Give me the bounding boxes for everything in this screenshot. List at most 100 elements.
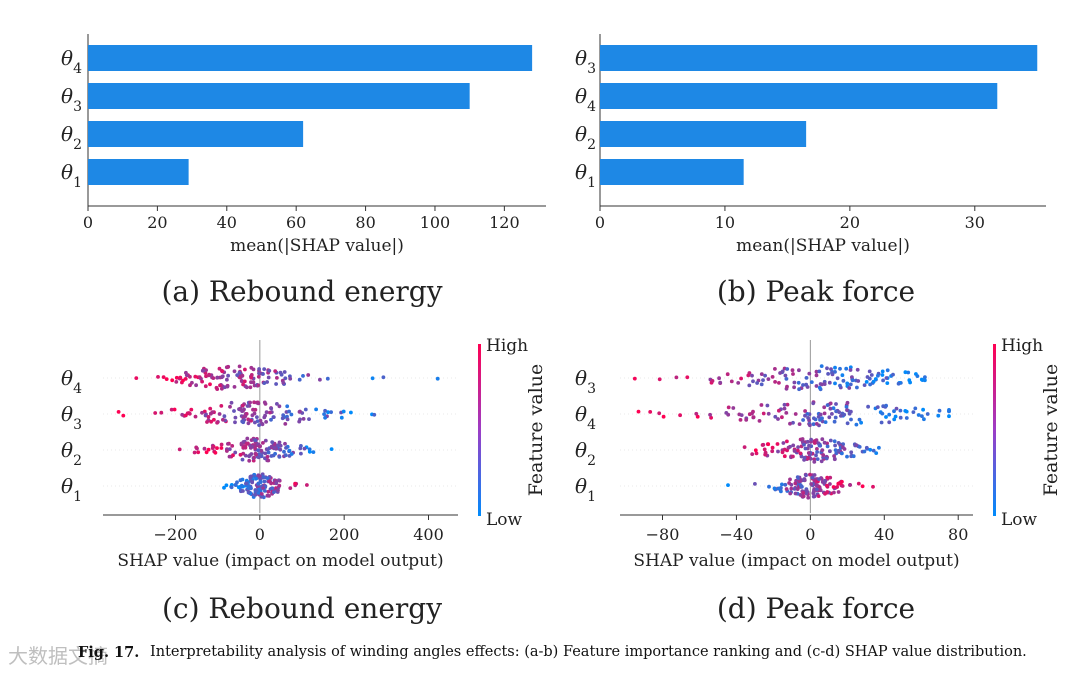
x-tick-label: 0 bbox=[255, 525, 265, 544]
x-tick-label: 10 bbox=[715, 213, 735, 232]
point bbox=[830, 412, 834, 416]
point bbox=[156, 375, 160, 379]
point bbox=[183, 377, 188, 381]
point bbox=[250, 413, 255, 418]
point bbox=[264, 420, 268, 424]
point bbox=[911, 410, 916, 414]
point bbox=[241, 420, 246, 425]
point bbox=[220, 386, 224, 391]
y-tick-label: θ4 bbox=[61, 46, 82, 77]
point bbox=[887, 420, 892, 425]
panel-subtitle: (c) Rebound energy bbox=[162, 592, 442, 625]
x-tick-label: 20 bbox=[147, 213, 167, 232]
point bbox=[766, 442, 771, 447]
point bbox=[780, 415, 784, 420]
point bbox=[781, 441, 786, 445]
point bbox=[802, 455, 807, 460]
point bbox=[785, 367, 790, 371]
point bbox=[172, 407, 177, 412]
point bbox=[884, 403, 888, 408]
point bbox=[782, 454, 787, 459]
point bbox=[785, 384, 789, 389]
point bbox=[235, 373, 240, 377]
colorbar-title: Feature value bbox=[1040, 364, 1062, 497]
point bbox=[747, 412, 752, 417]
point bbox=[256, 401, 261, 406]
chart-panel-d: θ3 θ4 θ2 θ1 −80 −40 0 40 80 SHAP value (impact on… bbox=[575, 336, 1062, 625]
point bbox=[814, 422, 819, 426]
point bbox=[833, 365, 837, 370]
point bbox=[238, 478, 243, 483]
x-tick-label: −80 bbox=[646, 525, 680, 544]
point bbox=[770, 449, 775, 454]
point bbox=[263, 438, 268, 443]
point bbox=[301, 417, 306, 421]
point bbox=[211, 376, 216, 380]
x-axis-label: SHAP value (impact on model output) bbox=[117, 551, 443, 571]
point bbox=[323, 408, 327, 413]
point bbox=[329, 410, 333, 414]
point bbox=[806, 495, 811, 500]
point bbox=[239, 442, 244, 447]
point bbox=[170, 378, 175, 383]
point bbox=[307, 449, 312, 454]
point bbox=[219, 446, 224, 450]
point bbox=[266, 450, 271, 455]
point bbox=[695, 414, 700, 419]
panel-subtitle: (d) Peak force bbox=[717, 592, 915, 625]
point bbox=[263, 451, 268, 456]
point bbox=[240, 373, 245, 378]
point bbox=[797, 422, 802, 426]
point bbox=[203, 384, 208, 389]
point bbox=[821, 453, 826, 457]
point bbox=[249, 375, 254, 380]
point bbox=[839, 414, 843, 418]
point bbox=[896, 381, 901, 386]
point bbox=[222, 414, 227, 419]
y-tick-label: θ2 bbox=[575, 438, 596, 469]
x-tick-label: 80 bbox=[948, 525, 968, 544]
y-tick-label: θ1 bbox=[61, 160, 82, 191]
point bbox=[803, 446, 808, 451]
point bbox=[807, 371, 812, 376]
point bbox=[281, 413, 286, 418]
y-tick-label: θ2 bbox=[61, 438, 82, 469]
point bbox=[796, 380, 801, 385]
point bbox=[232, 385, 237, 389]
point bbox=[894, 406, 899, 411]
point bbox=[288, 376, 293, 381]
point bbox=[274, 382, 278, 386]
x-tick-label: 100 bbox=[420, 213, 451, 232]
point bbox=[282, 449, 286, 454]
point bbox=[203, 413, 208, 418]
point bbox=[835, 376, 840, 381]
colorbar-title: Feature value bbox=[525, 364, 547, 497]
point bbox=[801, 383, 805, 387]
y-tick-label: θ1 bbox=[61, 474, 82, 505]
point bbox=[822, 411, 827, 416]
point bbox=[159, 410, 164, 415]
point bbox=[820, 437, 825, 442]
point bbox=[793, 412, 798, 416]
point bbox=[657, 377, 662, 382]
point bbox=[915, 374, 920, 378]
point bbox=[785, 402, 790, 407]
point bbox=[233, 450, 238, 455]
point bbox=[807, 443, 811, 448]
y-tick-label: θ4 bbox=[575, 402, 596, 433]
point bbox=[153, 411, 158, 415]
point bbox=[850, 375, 854, 379]
point bbox=[751, 415, 756, 419]
point bbox=[784, 377, 789, 381]
point bbox=[262, 475, 266, 479]
point bbox=[755, 381, 759, 385]
point bbox=[256, 448, 261, 453]
point bbox=[830, 371, 834, 375]
point bbox=[318, 377, 322, 382]
point bbox=[263, 413, 267, 418]
point bbox=[814, 453, 818, 458]
point bbox=[787, 481, 791, 485]
point bbox=[753, 448, 758, 453]
point bbox=[161, 375, 166, 379]
point bbox=[726, 405, 731, 410]
